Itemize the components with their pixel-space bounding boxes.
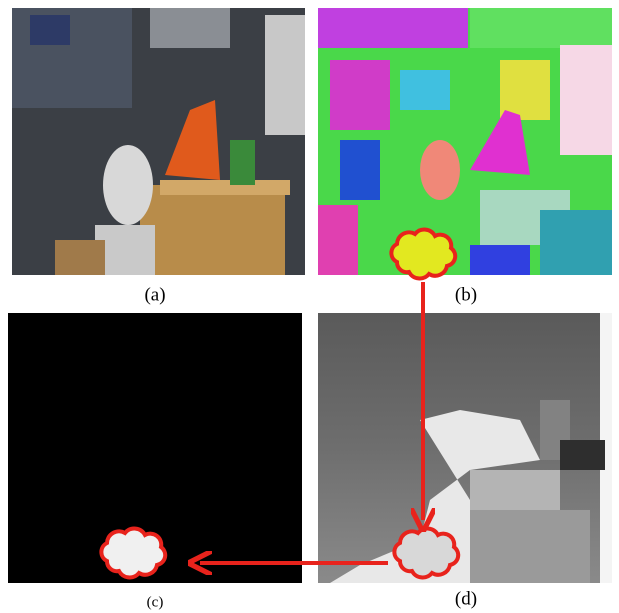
panel-d-image: [318, 313, 612, 583]
panel-label: (d): [455, 588, 477, 609]
highlight-cloud: [101, 529, 165, 578]
panel-label: (a): [144, 284, 165, 305]
panel-label: (c): [147, 594, 164, 610]
panel-b-image: [318, 8, 612, 275]
panel-label: (b): [455, 284, 477, 305]
panel-a-image: [12, 8, 305, 275]
figure: (a) (b) (c) (d): [0, 0, 619, 613]
highlight-cloud: [391, 230, 455, 279]
highlight-cloud: [394, 529, 458, 578]
